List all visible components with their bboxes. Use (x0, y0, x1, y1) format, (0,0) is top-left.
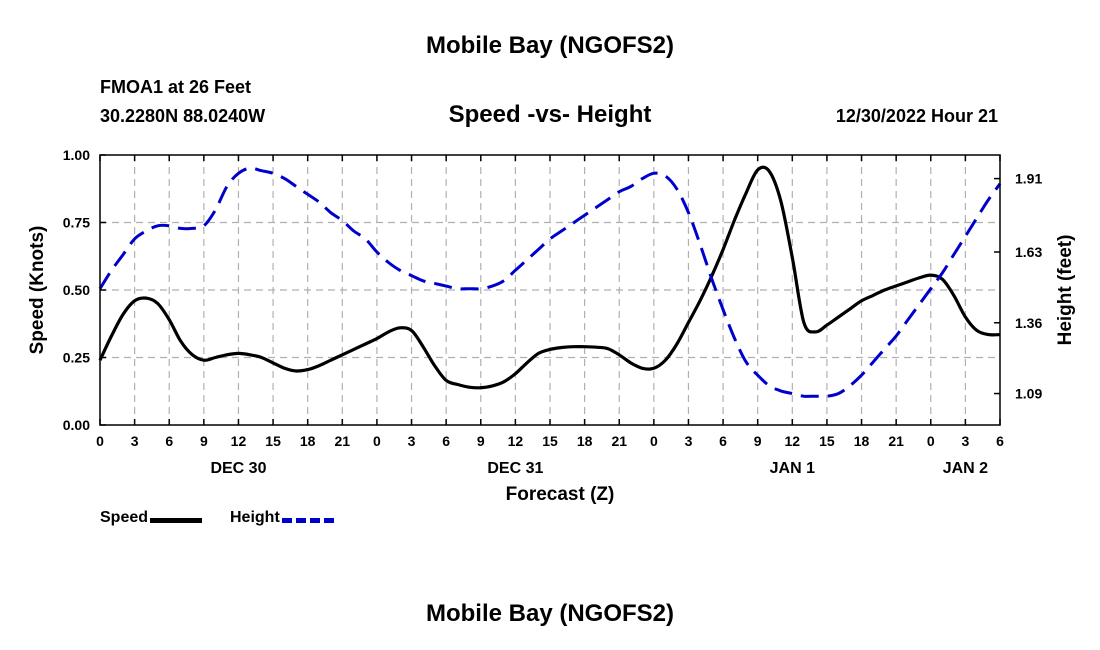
x-tick-label: 9 (754, 433, 762, 449)
y-axis-title: Speed (Knots) (27, 226, 48, 355)
x-tick-label: 6 (996, 433, 1004, 449)
x-tick-label: 15 (265, 433, 281, 449)
y-tick-label: 1.00 (63, 147, 90, 163)
x-tick-label: 3 (685, 433, 693, 449)
chart-title: Mobile Bay (NGOFS2) (425, 32, 675, 59)
x-tick-label: 3 (408, 433, 416, 449)
forecast-date: 12/30/2022 Hour 21 (835, 106, 998, 126)
x-tick-label: 15 (819, 433, 835, 449)
tick-labels: 0 3 6 9 12 15 18 21 0 3 6 9 12 15 18 21 0 3 6 9 12 15 18 21 0 3 6 0… (63, 147, 1043, 477)
y-tick-label: 0.50 (63, 282, 90, 298)
x-tick-label: 0 (96, 433, 104, 449)
x-tick-label: 21 (611, 433, 627, 449)
legend-speed-swatch (150, 517, 203, 523)
series-layer (98, 165, 1002, 398)
y2-tick-label: 1.91 (1015, 171, 1042, 187)
legend-height-swatch (281, 517, 334, 523)
day-label: JAN 1 (770, 460, 815, 477)
x-tick-label: 3 (961, 433, 969, 449)
y-tick-label: 0.25 (63, 350, 90, 366)
y-tick-label: 0.75 (63, 215, 90, 231)
x-tick-label: 18 (854, 433, 870, 449)
station-coords: 30.2280N 88.0240W (100, 106, 266, 126)
x-tick-label: 6 (165, 433, 173, 449)
y2-axis-title: Height (feet) (1055, 235, 1076, 346)
legend-height-label: Height (230, 509, 280, 526)
x-tick-label: 0 (373, 433, 381, 449)
x-tick-label: 0 (650, 433, 658, 449)
y2-tick-label: 1.36 (1015, 315, 1042, 331)
x-tick-label: 3 (131, 433, 139, 449)
legend-speed: Speed (100, 509, 203, 527)
x-tick-label: 9 (477, 433, 485, 449)
legend-speed-label: Speed (100, 509, 149, 526)
grid (100, 155, 1000, 425)
y2-tick-label: 1.09 (1015, 386, 1042, 402)
day-label: DEC 31 (487, 460, 543, 477)
y-tick-label: 0.00 (63, 417, 90, 433)
chart-subtitle: Speed -vs- Height (448, 101, 652, 128)
speed-series-line (98, 165, 1001, 390)
x-tick-label: 0 (927, 433, 935, 449)
footer-title: Mobile Bay (NGOFS2) (425, 600, 675, 627)
x-tick-label: 12 (785, 433, 801, 449)
y2-tick-label: 1.63 (1015, 244, 1042, 260)
x-tick-label: 6 (442, 433, 450, 449)
x-tick-label: 18 (577, 433, 593, 449)
x-tick-label: 18 (300, 433, 316, 449)
legend-height: Height (230, 509, 334, 527)
x-tick-label: 21 (888, 433, 904, 449)
x-tick-label: 15 (542, 433, 558, 449)
x-axis-title: Forecast (Z) (506, 484, 615, 505)
ticks (99, 154, 1001, 426)
x-tick-label: 9 (200, 433, 208, 449)
x-tick-label: 12 (231, 433, 247, 449)
station-label: FMOA1 at 26 Feet (100, 77, 252, 97)
x-tick-label: 12 (508, 433, 524, 449)
x-tick-label: 21 (335, 433, 351, 449)
day-label: JAN 2 (943, 460, 988, 477)
x-tick-label: 6 (719, 433, 727, 449)
day-label: DEC 30 (210, 460, 266, 477)
